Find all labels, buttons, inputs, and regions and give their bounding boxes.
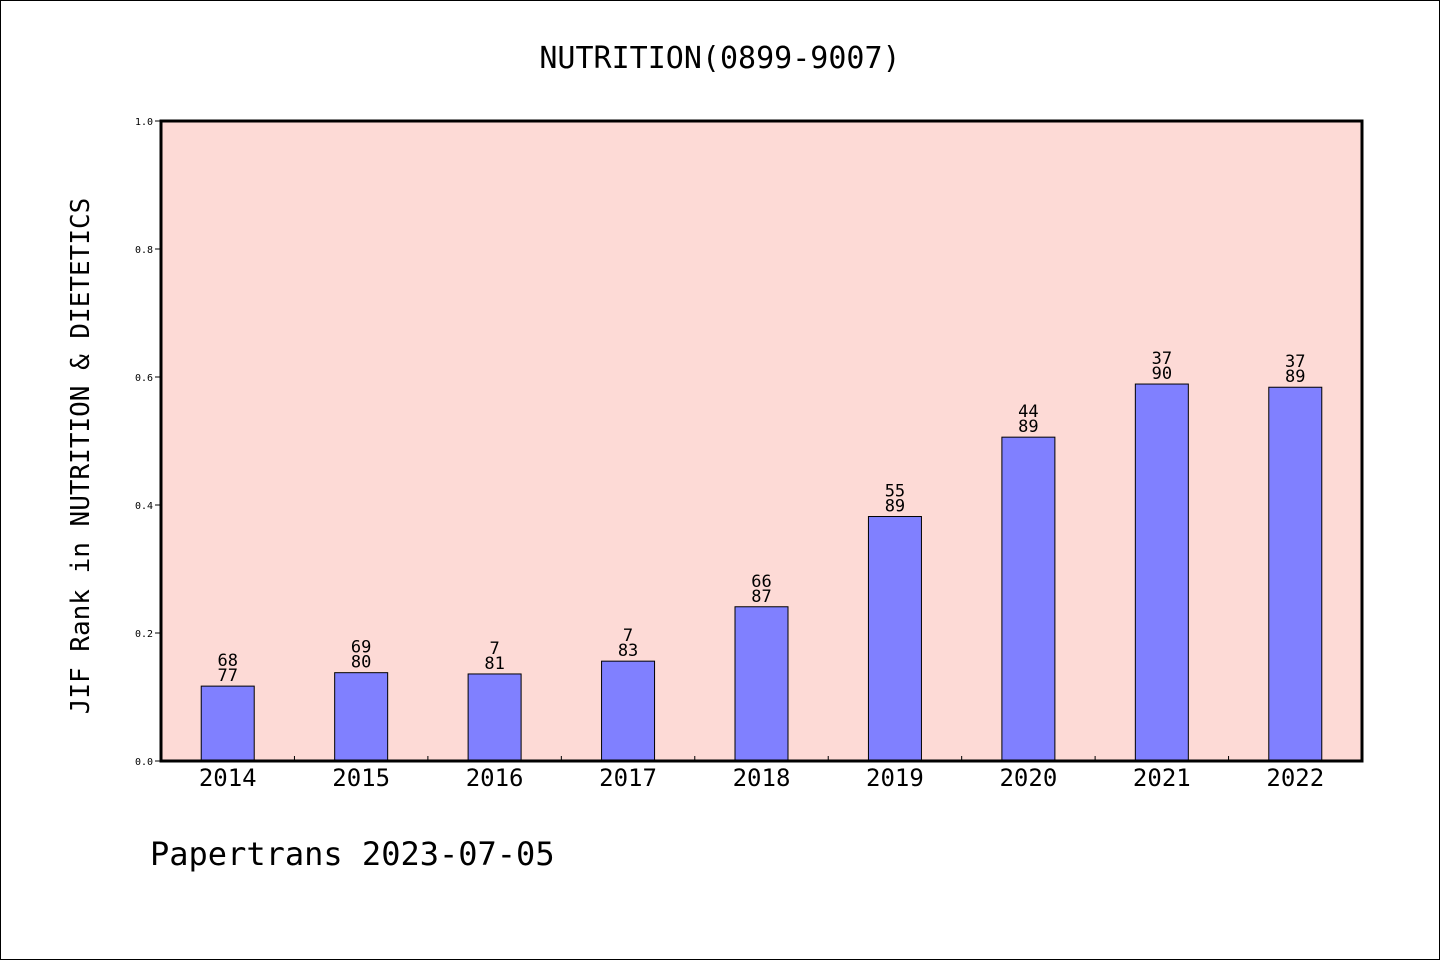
bar-label-total-2022: 89: [1285, 367, 1305, 387]
bar-label-total-2019: 89: [885, 497, 905, 517]
x-tick-label-2017: 2017: [599, 764, 657, 792]
y-tick-label-0.4: 0.4: [135, 501, 153, 512]
bar-label-rank-2019: 55: [885, 482, 905, 502]
bar-label-total-2014: 77: [217, 666, 237, 686]
bar-label-rank-2020: 44: [1018, 402, 1038, 422]
chart-title: NUTRITION(0899-9007): [539, 41, 900, 76]
bar-label-rank-2017: 7: [623, 626, 633, 646]
x-tick-label-2022: 2022: [1266, 764, 1324, 792]
y-tick-label-0.6: 0.6: [135, 373, 153, 384]
bar-2014: [200, 685, 255, 762]
x-tick-label-2019: 2019: [866, 764, 924, 792]
bar-label-total-2017: 83: [618, 641, 638, 661]
bar-label-total-2016: 81: [484, 654, 504, 674]
x-tick-label-2020: 2020: [999, 764, 1057, 792]
y-tick-label-0.0: 0.0: [135, 757, 153, 768]
bar-2017: [601, 660, 656, 762]
y-axis-label: JIF Rank in NUTRITION & DIETETICS: [66, 198, 96, 715]
x-axis-ticks: 2014 2015 2016 2017 2018 2019 2020 2021 2022: [199, 756, 1324, 792]
x-tick-label-2018: 2018: [733, 764, 791, 792]
bar-label-rank-2018: 66: [751, 572, 771, 592]
bar-2021: [1134, 383, 1189, 762]
bar-label-rank-2016: 7: [489, 639, 499, 659]
bar-2020: [1001, 436, 1056, 762]
bar-2019: [867, 516, 922, 762]
bars-group: [200, 383, 1323, 762]
y-axis-ticks: 0.0 0.2 0.4 0.6 0.8 1.0: [135, 117, 161, 768]
y-tick-label-0.8: 0.8: [135, 245, 153, 256]
x-tick-label-2016: 2016: [466, 764, 524, 792]
x-tick-label-2015: 2015: [332, 764, 390, 792]
x-tick-label-2014: 2014: [199, 764, 257, 792]
bar-2018: [734, 606, 789, 762]
plot-border: [159, 119, 1364, 763]
bar-label-rank-2021: 37: [1152, 349, 1172, 369]
bar-label-rank-2014: 68: [217, 651, 237, 671]
y-tick-label-0.2: 0.2: [135, 629, 153, 640]
bar-label-total-2021: 90: [1152, 364, 1172, 384]
bar-label-total-2020: 89: [1018, 417, 1038, 437]
footer-text: Papertrans 2023-07-05: [150, 835, 555, 873]
bar-label-total-2018: 87: [751, 587, 771, 607]
bar-label-rank-2015: 69: [351, 638, 371, 658]
bar-2015: [334, 672, 389, 762]
y-tick-label-1.0: 1.0: [135, 117, 153, 128]
bar-2022: [1268, 386, 1323, 762]
bar-2016: [467, 673, 522, 762]
bar-label-total-2015: 80: [351, 653, 371, 673]
bar-label-rank-2022: 37: [1285, 352, 1305, 372]
x-tick-label-2021: 2021: [1133, 764, 1191, 792]
